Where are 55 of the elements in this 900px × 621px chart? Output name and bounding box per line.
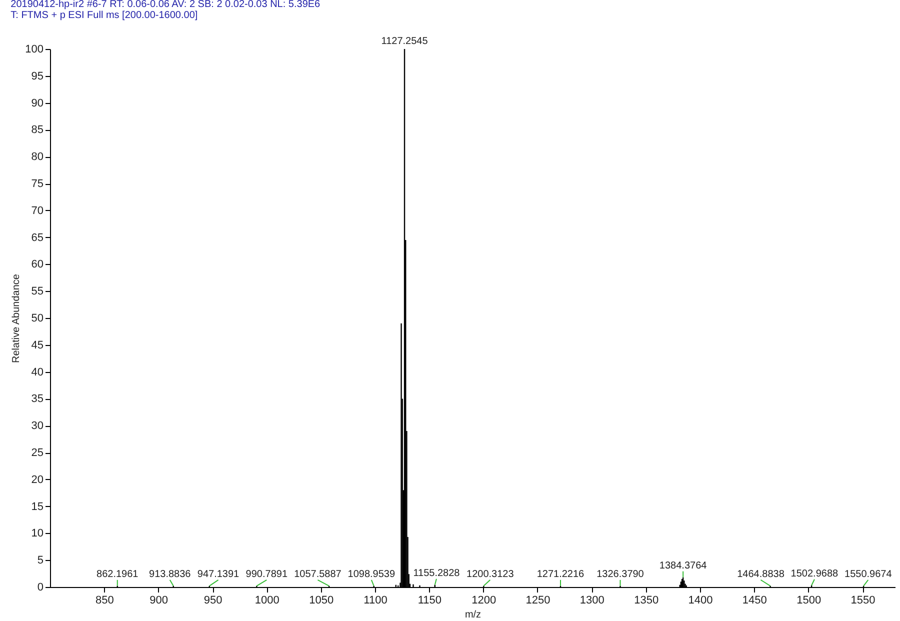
annotation: 1127.2545	[381, 36, 428, 47]
annotation: 1057.5887	[294, 568, 342, 580]
x-tick-label: 1050	[309, 594, 334, 606]
x-tick-label: 850	[95, 594, 114, 606]
x-tick-label: 1550	[850, 594, 876, 606]
x-axis-title: m/z	[464, 610, 482, 620]
x-tick-label: 1450	[742, 594, 767, 606]
annotation: 1200.3123	[466, 568, 514, 580]
y-tick-label: 90	[31, 97, 44, 110]
x-tick-label: 1100	[364, 594, 388, 606]
y-tick-label: 45	[31, 339, 44, 352]
y-tick-label: 70	[31, 204, 44, 217]
y-tick-label: 0	[37, 582, 44, 594]
annotation: 1326.3790	[596, 568, 644, 580]
y-tick-label: 40	[31, 366, 44, 378]
y-tick-label: 100	[25, 44, 44, 56]
y-tick-label: 80	[31, 151, 44, 164]
y-tick-label: 65	[31, 232, 44, 244]
annotation: 1502.9688	[790, 568, 839, 580]
x-tick-label: 1300	[580, 594, 604, 606]
x-tick-label: 1150	[418, 594, 442, 606]
annotation: 1098.9539	[348, 568, 396, 580]
y-tick-label: 20	[31, 474, 44, 486]
annotation: 913.8836	[149, 568, 192, 580]
y-tick-label: 35	[31, 393, 44, 406]
x-tick-label: 950	[204, 594, 222, 606]
annotation: 1464.8838	[737, 568, 785, 580]
annotation: 1550.9674	[844, 568, 892, 580]
x-tick-label: 900	[150, 594, 168, 606]
x-tick-label: 1500	[796, 594, 822, 606]
y-tick-label: 25	[31, 447, 44, 459]
x-tick-label: 1250	[526, 594, 550, 606]
y-tick-label: 55	[31, 286, 44, 298]
y-axis-title: Relative Abundance	[11, 274, 22, 363]
y-tick-label: 75	[31, 178, 44, 190]
x-tick-label: 1000	[254, 594, 280, 606]
y-tick-label: 5	[37, 554, 44, 567]
chart-title: 20190412-hp-ir2 #6-7 RT: 0.06-0.06 AV: 2 SB: 2 0.02-0.03 NL: 5.39E6	[10, 0, 321, 10]
y-tick-label: 10	[31, 528, 44, 540]
y-tick-label: 15	[31, 500, 44, 513]
y-tick-label: 95	[31, 70, 44, 82]
y-tick-label: 85	[31, 124, 44, 136]
annotation: 947.1391	[197, 568, 240, 580]
annotation: 1155.2828	[413, 568, 460, 579]
x-tick-label: 1350	[634, 594, 659, 606]
annotation: 1384.3764	[659, 560, 708, 572]
annotation: 862.1961	[96, 568, 139, 580]
annotation: 1271.2216	[536, 568, 585, 580]
chart-subtitle: T: FTMS + p ESI Full ms [200.00-1600.00]	[10, 10, 198, 21]
x-tick-label: 1200	[472, 594, 496, 606]
y-tick-label: 30	[31, 420, 44, 432]
y-tick-label: 60	[31, 258, 44, 271]
annotation: 990.7891	[246, 568, 288, 580]
x-tick-label: 1400	[688, 594, 713, 606]
y-tick-label: 50	[31, 312, 44, 324]
